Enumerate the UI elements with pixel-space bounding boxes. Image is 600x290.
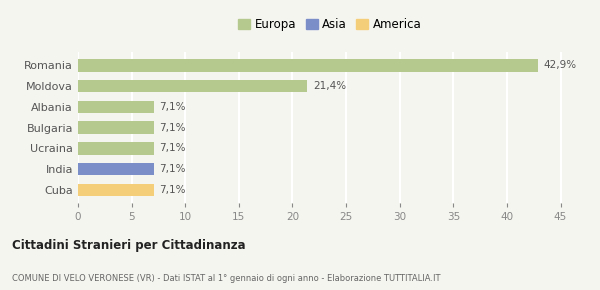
Bar	[78, 59, 538, 72]
Text: 42,9%: 42,9%	[544, 60, 577, 70]
Text: 7,1%: 7,1%	[160, 143, 186, 153]
Text: 7,1%: 7,1%	[160, 185, 186, 195]
Bar	[78, 122, 154, 134]
Text: 21,4%: 21,4%	[313, 81, 346, 91]
Text: Cittadini Stranieri per Cittadinanza: Cittadini Stranieri per Cittadinanza	[12, 240, 245, 252]
Legend: Europa, Asia, America: Europa, Asia, America	[236, 16, 424, 34]
Bar	[78, 163, 154, 175]
Bar	[78, 80, 307, 92]
Bar	[78, 101, 154, 113]
Text: 7,1%: 7,1%	[160, 102, 186, 112]
Bar	[78, 142, 154, 155]
Bar	[78, 184, 154, 196]
Text: COMUNE DI VELO VERONESE (VR) - Dati ISTAT al 1° gennaio di ogni anno - Elaborazi: COMUNE DI VELO VERONESE (VR) - Dati ISTA…	[12, 274, 440, 283]
Text: 7,1%: 7,1%	[160, 164, 186, 174]
Text: 7,1%: 7,1%	[160, 123, 186, 133]
